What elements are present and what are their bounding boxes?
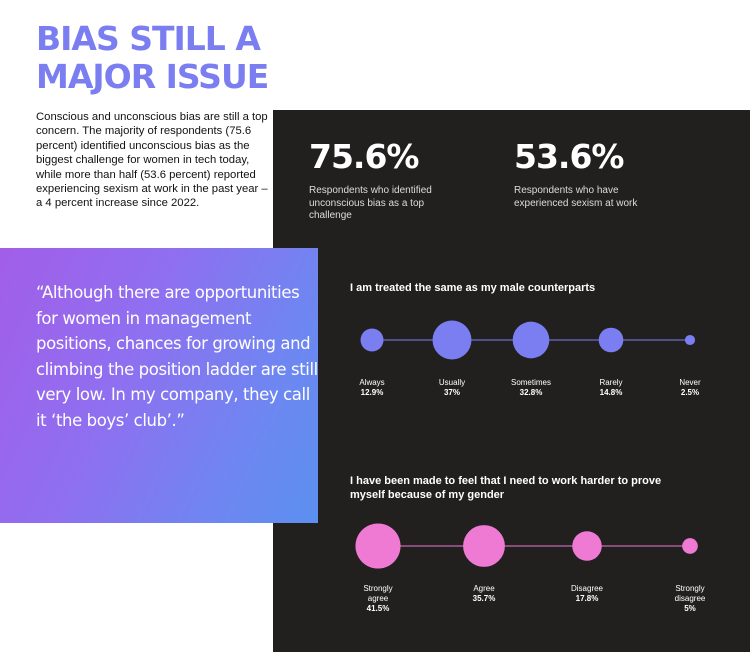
value-label: 14.8% <box>600 388 623 397</box>
stat-description: Respondents who identified unconscious b… <box>309 185 432 221</box>
value-label: 37% <box>444 388 460 397</box>
category-label: Disagree <box>571 584 604 593</box>
stat-unconscious-bias: 75.6% Respondents who identified unconsc… <box>309 137 459 223</box>
stat-sexism-at-work: 53.6% Respondents who have experienced s… <box>514 137 664 210</box>
bubble-1 <box>463 525 505 567</box>
category-label: Usually <box>439 378 465 387</box>
value-label: 17.8% <box>576 594 599 603</box>
page-title: BIAS STILL A MAJOR ISSUE <box>36 19 269 96</box>
bubble-0 <box>355 523 401 569</box>
intro-paragraph: Conscious and unconscious bias are still… <box>36 111 268 210</box>
value-label: 12.9% <box>361 388 384 397</box>
chart-1-title: I am treated the same as my male counter… <box>350 282 596 294</box>
value-label: 41.5% <box>367 604 390 613</box>
stat-value: 53.6% <box>514 137 625 176</box>
bubble-2 <box>512 321 550 359</box>
stat-value: 75.6% <box>309 137 420 176</box>
category-label: Sometimes <box>511 378 551 387</box>
category-label: Agree <box>473 584 495 593</box>
category-label: agree <box>368 594 389 603</box>
bubble-3 <box>598 327 624 353</box>
category-label: Never <box>679 378 701 387</box>
dark-panel <box>273 110 750 652</box>
bubble-3 <box>682 538 698 554</box>
category-label: Rarely <box>599 378 622 387</box>
quote-text: “Although there are opportunities for wo… <box>36 283 318 430</box>
quote-box: “Although there are opportunities for wo… <box>0 248 318 523</box>
stat-description: Respondents who have experienced sexism … <box>514 185 638 209</box>
title-line-1: BIAS STILL A <box>36 19 261 58</box>
bubble-2 <box>572 531 602 561</box>
category-label: Always <box>359 378 384 387</box>
category-label: Strongly <box>363 584 392 593</box>
value-label: 5% <box>684 604 696 613</box>
bubble-0 <box>360 328 384 352</box>
chart-2-title: I have been made to feel that I need to … <box>350 475 662 501</box>
value-label: 2.5% <box>681 388 699 397</box>
title-line-2: MAJOR ISSUE <box>36 57 269 96</box>
bubble-1 <box>432 320 472 360</box>
category-label: disagree <box>675 594 706 603</box>
value-label: 35.7% <box>473 594 496 603</box>
value-label: 32.8% <box>520 388 543 397</box>
category-label: Strongly <box>675 584 704 593</box>
bubble-4 <box>684 334 696 346</box>
chart-2: Stronglyagree41.5%Agree35.7%Disagree17.8… <box>355 523 706 613</box>
